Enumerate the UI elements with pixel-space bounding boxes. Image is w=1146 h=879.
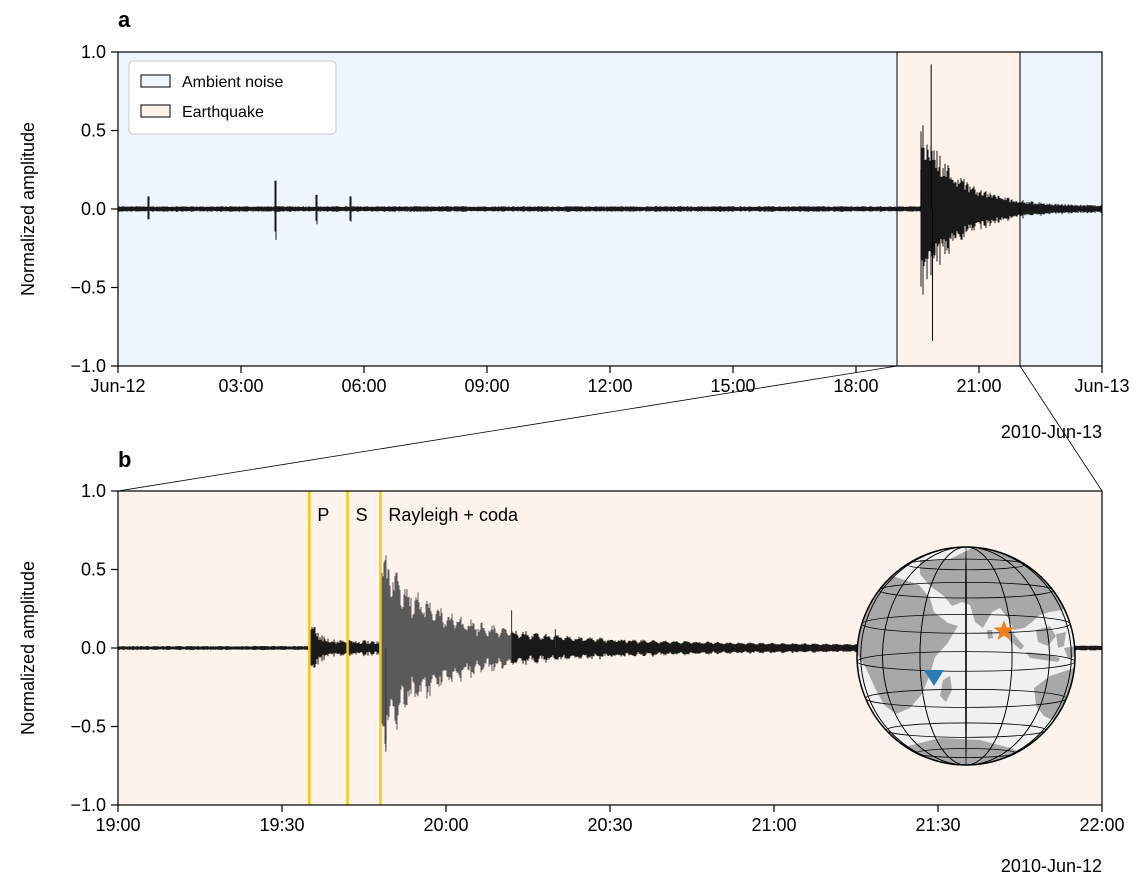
panel-b-ytick-label: −1.0 — [70, 795, 106, 815]
panel-b-plot: P S Rayleigh + coda — [117, 490, 1103, 806]
panel-a-xtick-label: 03:00 — [218, 376, 263, 396]
panel-b-xtick-label: 19:00 — [95, 815, 140, 835]
globe-meridian — [860, 547, 1072, 765]
panel-a-xtick-label: 18:00 — [833, 376, 878, 396]
panel-b-ytick-label: 1.0 — [81, 481, 106, 501]
panel-b-axes: 1.0 0.5 0.0 −0.5 −1.019:00 19:30 20:00 20:30 21:… — [70, 481, 1124, 835]
panel-a-ytick-label: 1.0 — [81, 42, 106, 62]
panel-a-xtick-label: 09:00 — [464, 376, 509, 396]
panel-a-xtick-label: 21:00 — [956, 376, 1001, 396]
phase-label-p: P — [317, 505, 329, 525]
panel-b-xtick-label: 20:30 — [587, 815, 632, 835]
globe-meridian — [882, 547, 1050, 765]
panel-b-xtick-label: 21:30 — [915, 815, 960, 835]
panel-b-date-label: 2010-Jun-12 — [1001, 856, 1102, 876]
panel-a-label: a — [118, 7, 131, 32]
legend-label-ambient: Ambient noise — [182, 74, 283, 91]
legend-swatch-ambient — [140, 74, 171, 88]
panel-a-ylabel: Normalized amplitude — [18, 122, 38, 296]
panel-a-ytick-label: −0.5 — [70, 278, 106, 298]
phase-markers: P S Rayleigh + coda — [308, 491, 519, 805]
panel-b-ytick-label: −0.5 — [70, 717, 106, 737]
panel-a-xtick-label: Jun-13 — [1074, 376, 1129, 396]
globe-inset — [856, 546, 1076, 766]
panel-a-ytick-label: 0.5 — [81, 121, 106, 141]
globe-outline — [856, 546, 1076, 766]
earthquake-region — [897, 52, 1020, 366]
panel-a-xtick-label: 12:00 — [587, 376, 632, 396]
globe-meridian — [919, 547, 1013, 765]
phase-label-s: S — [356, 505, 368, 525]
epicenter-icon — [993, 620, 1015, 640]
panel-b-ytick-label: 0.5 — [81, 560, 106, 580]
panel-b-xtick-label: 22:00 — [1079, 815, 1124, 835]
panel-a-plot — [117, 51, 1103, 367]
panel-a-xtick-label: 15:00 — [710, 376, 755, 396]
panel-a-date-label: 2010-Jun-13 — [1001, 422, 1102, 442]
panel-a-xtick-label: Jun-12 — [90, 376, 145, 396]
globe-meridian — [965, 547, 967, 765]
phase-label-rayleigh: Rayleigh + coda — [388, 505, 519, 525]
panel-a-ytick-label: 0.0 — [81, 199, 106, 219]
legend-box — [128, 60, 337, 135]
waveform-a — [118, 64, 1102, 341]
zoom-connector-left — [117, 365, 898, 492]
panel-b-xtick-label: 21:00 — [751, 815, 796, 835]
panel-b-ylabel: Normalized amplitude — [18, 561, 38, 735]
zoom-connector-right — [1019, 365, 1103, 492]
legend-swatch-earthquake — [140, 104, 171, 118]
panel-a-xtick-label: 06:00 — [341, 376, 386, 396]
panel-b-xtick-label: 20:00 — [423, 815, 468, 835]
legend: Ambient noise Earthquake — [128, 60, 337, 135]
legend-label-earthquake: Earthquake — [182, 104, 264, 121]
panel-b-xtick-label: 19:30 — [259, 815, 304, 835]
station-icon — [924, 670, 944, 686]
waveform-a-trace — [118, 125, 1102, 295]
panel-b-ytick-label: 0.0 — [81, 638, 106, 658]
panel-b-label: b — [118, 447, 131, 472]
panel-a-ytick-label: −1.0 — [70, 356, 106, 376]
